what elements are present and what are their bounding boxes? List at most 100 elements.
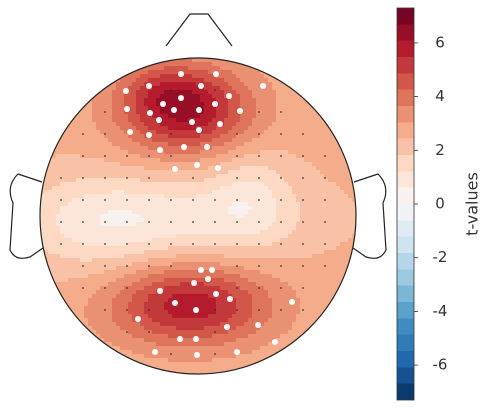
topomap-cell (100, 230, 105, 235)
topomap-cell (252, 90, 257, 95)
topomap-cell (252, 82, 257, 87)
topomap-cell (292, 210, 297, 215)
topomap-cell (288, 190, 293, 195)
topomap-cell (116, 134, 121, 139)
topomap-cell (308, 106, 313, 111)
topomap-cell (268, 98, 273, 103)
topomap-cell (92, 270, 97, 275)
topomap-cell (256, 326, 261, 331)
topomap-cell (244, 322, 249, 327)
topomap-cell (96, 274, 101, 279)
topomap-cell (268, 70, 273, 75)
topomap-cell (144, 278, 149, 283)
topomap-cell (288, 326, 293, 331)
topomap-cell (216, 126, 221, 131)
topomap-cell (192, 262, 197, 267)
topomap-cell (248, 174, 253, 179)
topomap-cell (232, 346, 237, 351)
topomap-cell (280, 278, 285, 283)
topomap-cell (192, 322, 197, 327)
topomap-cell (208, 98, 213, 103)
topomap-cell (280, 150, 285, 155)
topomap-cell (204, 298, 209, 303)
topomap-cell (312, 310, 317, 315)
topomap-cell (288, 170, 293, 175)
topomap-cell (248, 82, 253, 87)
topomap-cell (328, 242, 333, 247)
topomap-cell (244, 282, 249, 287)
topomap-cell (316, 202, 321, 207)
topomap-cell (280, 238, 285, 243)
topomap-cell (300, 338, 305, 343)
topomap-cell (252, 282, 257, 287)
topomap-cell (40, 230, 45, 235)
topomap-cell (204, 82, 209, 87)
topomap-cell (308, 254, 313, 259)
topomap-cell (316, 174, 321, 179)
topomap-cell (228, 142, 233, 147)
topomap-cell (44, 182, 49, 187)
topomap-cell (132, 266, 137, 271)
topomap-cell (276, 246, 281, 251)
topomap-cell (168, 90, 173, 95)
topomap-cell (292, 234, 297, 239)
topomap-cell (244, 346, 249, 351)
topomap-cell (268, 282, 273, 287)
topomap-cell (276, 174, 281, 179)
topomap-cell (144, 298, 149, 303)
topomap-cell (140, 238, 145, 243)
topomap-cell (248, 138, 253, 143)
topomap-cell (56, 206, 61, 211)
topomap-cell (232, 186, 237, 191)
topomap-cell (236, 182, 241, 187)
topomap-cell (176, 226, 181, 231)
topomap-cell (200, 350, 205, 355)
topomap-cell (292, 282, 297, 287)
topomap-cell (248, 78, 253, 83)
topomap-cell (140, 346, 145, 351)
topomap-cell (276, 102, 281, 107)
topomap-cell (68, 290, 73, 295)
topomap-cell (292, 190, 297, 195)
topomap-cell (48, 194, 53, 199)
topomap-cell (192, 286, 197, 291)
topomap-cell (92, 250, 97, 255)
topomap-cell (336, 294, 341, 299)
topomap-cell (216, 282, 221, 287)
topomap-cell (60, 186, 65, 191)
topomap-cell (84, 138, 89, 143)
topomap-cell (64, 222, 69, 227)
topomap-cell (156, 134, 161, 139)
topomap-cell (100, 102, 105, 107)
topomap-cell (244, 198, 249, 203)
topomap-cell (248, 178, 253, 183)
topomap-cell (96, 166, 101, 171)
topomap-cell (124, 150, 129, 155)
topomap-cell (220, 338, 225, 343)
topomap-cell (184, 274, 189, 279)
topomap-cell (48, 178, 53, 183)
topomap-cell (188, 62, 193, 67)
topomap-cell (232, 174, 237, 179)
topomap-cell (124, 358, 129, 363)
topomap-cell (256, 250, 261, 255)
topomap-cell (104, 182, 109, 187)
topomap-cell (180, 202, 185, 207)
topomap-cell (212, 118, 217, 123)
topomap-cell (308, 170, 313, 175)
topomap-cell (240, 294, 245, 299)
topomap-cell (88, 234, 93, 239)
topomap-cell (64, 234, 69, 239)
topomap-cell (48, 210, 53, 215)
topomap-cell (112, 342, 117, 347)
topomap-cell (172, 86, 177, 91)
topomap-cell (196, 310, 201, 315)
topomap-cell (112, 118, 117, 123)
topomap-cell (84, 218, 89, 223)
topomap-cell (224, 242, 229, 247)
topomap-cell (236, 122, 241, 127)
topomap-cell (60, 182, 65, 187)
topomap-cell (264, 154, 269, 159)
topomap-cell (196, 86, 201, 91)
topomap-cell (276, 342, 281, 347)
